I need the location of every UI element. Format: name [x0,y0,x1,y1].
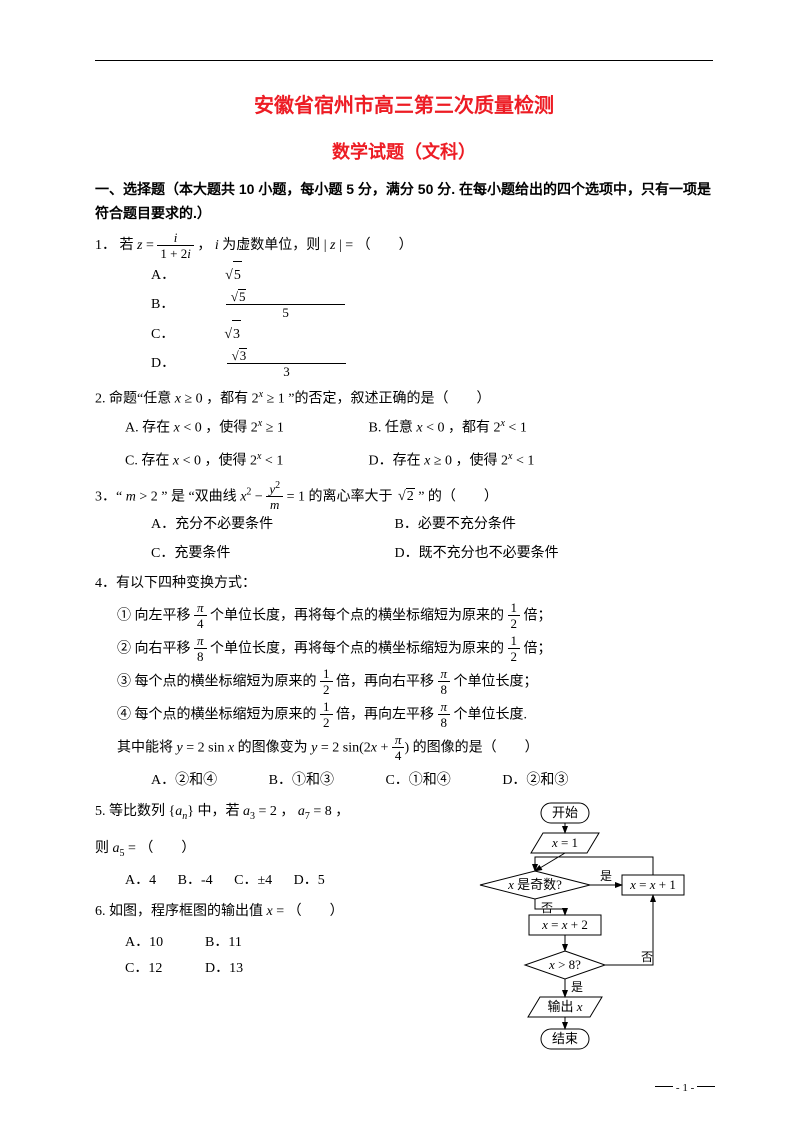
q3-optB: B．必要不充分条件 [395,512,635,539]
question-2: 2. 命题“任意 x ≥ 0 ，都有 2x ≥ 1 ”的否定，叙述正确的是（ ）… [95,385,713,478]
flowchart-diagram: 开始 x = 1 x 是奇数? x = x + 1 x = x + 2 x > 8? 输出 … [435,799,695,1069]
q6-optC: C．12 [125,956,205,983]
exam-page: 安徽省宿州市高三第三次质量检测 数学试题（文科） 一、选择题（本大题共 10 小… [0,0,793,1122]
page-number: - 1 - [655,1082,715,1094]
q5-q6-row: 5. 等比数列 {an} 中，若 a3 = 2 ， a7 = 8 ， 则 a5 … [95,799,713,1074]
q5-optA: A．4 [125,873,156,888]
q1-stem: 1． 若 z = i 1 + 2i ， i 为虚数单位，则 | z | = （ … [95,238,413,253]
top-rule [95,60,713,61]
q4-summary: 其中能将 y = 2 sin x 的图像变为 y = 2 sin(2x + π4… [117,734,713,763]
q5-options: A．4 B．-4 C．±4 D．5 [95,868,425,895]
svg-text:是: 是 [571,980,583,994]
q2-optC: C. 存在 x < 0 ，使得 2x < 1 [125,446,365,477]
q1-options: A．5 B． 55 C．3 D． 33 [95,261,713,379]
svg-text:否: 否 [541,901,553,915]
q1-optD: D． 33 [151,349,442,379]
svg-text:x = x + 2: x = x + 2 [541,917,588,932]
svg-text:开始: 开始 [552,805,578,820]
question-3: 3．“ m > 2 ” 是 “双曲线 x2 − y2m = 1 的离心率大于 2… [95,482,713,568]
q4-item-1: ① 向左平移 π4 个单位长度，再将每个点的横坐标缩短为原来的 12 倍； [117,602,713,631]
q3-optC: C．充要条件 [151,541,391,568]
q6-options: A．10B．11 C．12D．13 [95,930,425,983]
svg-text:x = x + 1: x = x + 1 [629,877,676,892]
q5-optD: D．5 [294,873,325,888]
svg-text:输出 x: 输出 x [547,999,582,1014]
svg-text:否: 否 [641,950,653,964]
q6-optA: A．10 [125,930,205,957]
q3-options: A．充分不必要条件 B．必要不充分条件 C．充要条件 D．既不充分也不必要条件 [95,512,713,567]
left-column: 5. 等比数列 {an} 中，若 a3 = 2 ， a7 = 8 ， 则 a5 … [95,799,425,987]
q4-optC: C．①和④ [385,767,450,795]
q2-optD: D．存在 x ≥ 0 ，使得 2x < 1 [369,446,609,477]
q4-optB: B．①和③ [269,767,334,795]
q3-optD: D．既不充分也不必要条件 [395,541,635,568]
svg-text:是: 是 [600,869,612,883]
q5-optB: B．-4 [178,873,213,888]
q4-item-4: ④ 每个点的横坐标缩短为原来的 12 倍，再向左平移 π8 个单位长度. [117,701,713,730]
q2-optA: A. 存在 x < 0 ，使得 2x ≥ 1 [125,413,365,444]
q1-optB: B． 55 [151,290,441,320]
question-6: 6. 如图，程序框图的输出值 x = （ ） [95,899,425,926]
q4-item-2: ② 向右平移 π8 个单位长度，再将每个点的横坐标缩短为原来的 12 倍； [117,635,713,664]
q5-then: 则 a5 = （ ） [95,836,425,863]
q4-optD: D．②和③ [502,767,568,795]
q4-transforms: ① 向左平移 π4 个单位长度，再将每个点的横坐标缩短为原来的 12 倍； ② … [95,602,713,763]
q4-options: A．②和④ B．①和③ C．①和④ D．②和③ [95,767,713,795]
q6-optD: D．13 [205,961,243,976]
svg-text:x 是奇数?: x 是奇数? [507,877,562,892]
svg-text:结束: 结束 [552,1031,578,1046]
q2-options: A. 存在 x < 0 ，使得 2x ≥ 1 B. 任意 x < 0 ，都有 2… [95,413,713,478]
question-4: 4．有以下四种变换方式： ① 向左平移 π4 个单位长度，再将每个点的横坐标缩短… [95,571,713,795]
subtitle: 数学试题（文科） [95,138,713,164]
flowchart-container: 开始 x = 1 x 是奇数? x = x + 1 x = x + 2 x > 8? 输出 … [425,799,713,1074]
q5-optC: C．±4 [234,873,272,888]
main-title: 安徽省宿州市高三第三次质量检测 [95,89,713,118]
section-heading: 一、选择题（本大题共 10 小题，每小题 5 分，满分 50 分. 在每小题给出… [95,178,713,226]
q1-optC: C．3 [151,320,337,349]
q4-item-3: ③ 每个点的横坐标缩短为原来的 12 倍，再向右平移 π8 个单位长度； [117,668,713,697]
q4-optA: A．②和④ [151,767,217,795]
q6-optB: B．11 [205,935,242,950]
q2-optB: B. 任意 x < 0 ，都有 2x < 1 [369,413,609,444]
svg-text:x = 1: x = 1 [551,835,578,850]
question-5: 5. 等比数列 {an} 中，若 a3 = 2 ， a7 = 8 ， [95,799,425,826]
fraction-icon: i 1 + 2i [157,231,193,260]
svg-text:x > 8?: x > 8? [548,957,581,972]
question-1: 1． 若 z = i 1 + 2i ， i 为虚数单位，则 | z | = （ … [95,232,713,379]
q3-optA: A．充分不必要条件 [151,512,391,539]
q1-optA: A．5 [151,261,338,290]
